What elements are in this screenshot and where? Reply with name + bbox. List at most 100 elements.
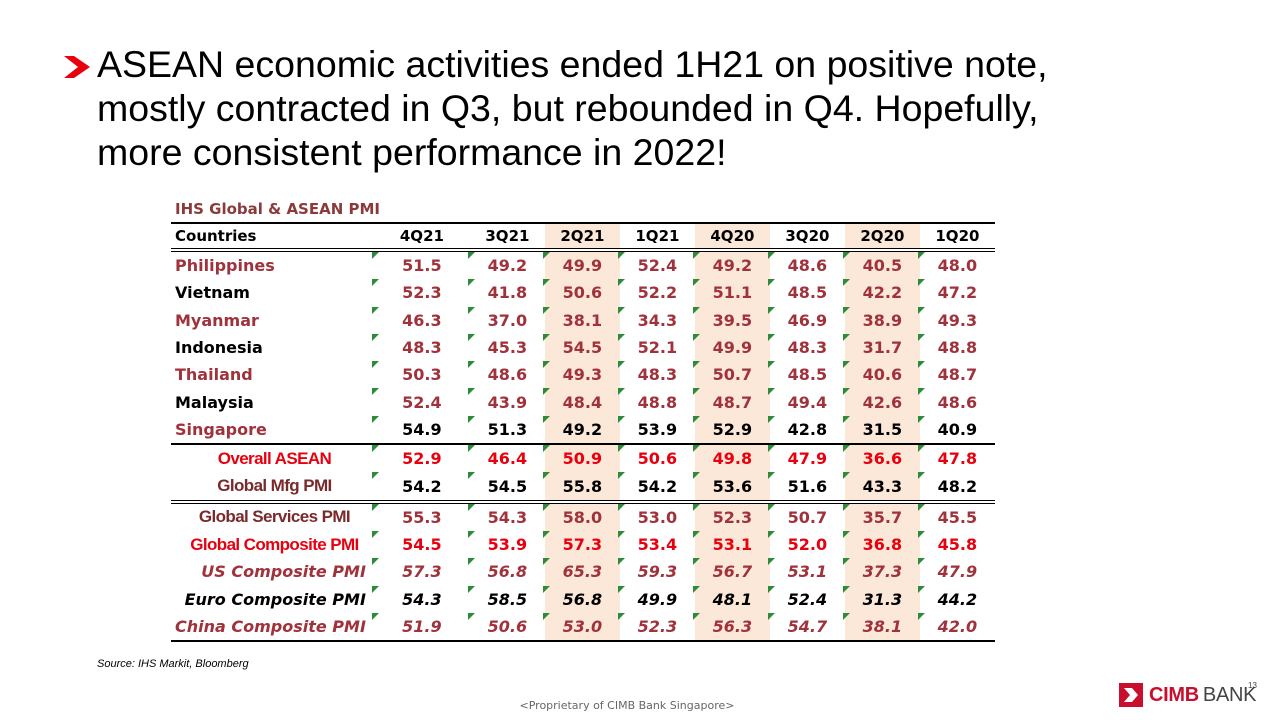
- table-row: Global Services PMI 55.3 54.3 58.0 53.0 52.3 5…: [171, 499, 995, 531]
- cell-value: 46.9: [767, 306, 845, 334]
- cell-indicator-icon: [767, 252, 775, 259]
- cell-indicator-icon: [692, 333, 700, 341]
- row-label: Singapore: [175, 419, 267, 439]
- cell-value-text: 54.2: [637, 476, 678, 496]
- cell-indicator-icon: [767, 306, 775, 314]
- cell-indicator-icon: [467, 558, 475, 566]
- cell-value: 46.3: [371, 306, 470, 334]
- cell-value: 55.3: [371, 499, 470, 531]
- table-row: Global Composite PMI 54.5 53.9 57.3 53.4 53.1…: [171, 530, 995, 559]
- cell-value-text: 43.3: [862, 476, 903, 496]
- cell-indicator-icon: [767, 612, 775, 620]
- cell-indicator-icon: [692, 503, 700, 511]
- cell-value: 35.7: [842, 499, 920, 531]
- cell-indicator-icon: [371, 585, 379, 593]
- cell-value-text: 52.1: [637, 338, 678, 358]
- cell-value-text: 43.9: [487, 392, 528, 412]
- cell-value-text: 56.3: [712, 617, 753, 636]
- cell-value-text: 31.3: [862, 589, 903, 609]
- cell-value: 51.9: [371, 612, 470, 643]
- cell-indicator-icon: [767, 415, 775, 423]
- cell-indicator-icon: [371, 306, 379, 314]
- cell-indicator-icon: [917, 252, 925, 259]
- cell-value: 47.2: [917, 279, 995, 306]
- cell-value-text: 54.7: [787, 617, 828, 636]
- cell-value: 54.2: [617, 472, 695, 501]
- cell-indicator-icon: [842, 445, 850, 453]
- cell-value: 49.9: [692, 333, 770, 362]
- cell-value-text: 51.3: [487, 419, 528, 439]
- cell-value: 54.5: [371, 530, 470, 558]
- cell-value: 49.2: [542, 415, 620, 445]
- cell-value: 41.8: [467, 279, 545, 306]
- cell-indicator-icon: [917, 333, 925, 341]
- cell-value: 48.5: [767, 279, 845, 306]
- cell-value-text: 40.6: [862, 365, 903, 385]
- cell-indicator-icon: [692, 306, 700, 314]
- cell-value: 44.2: [917, 585, 995, 613]
- cell-value: 52.4: [617, 250, 695, 279]
- cell-value: 50.6: [467, 612, 545, 643]
- cell-value: 43.3: [842, 472, 920, 502]
- cell-value-text: 42.2: [862, 283, 903, 303]
- row-label: US Composite PMI: [201, 562, 366, 582]
- cell-value-text: 55.3: [402, 507, 442, 527]
- cell-value-text: 51.1: [712, 283, 753, 303]
- cell-value: 53.1: [767, 558, 845, 585]
- cell-indicator-icon: [542, 445, 550, 453]
- column-header-1q20: 1Q20: [919, 222, 995, 252]
- cell-indicator-icon: [467, 503, 475, 511]
- cell-value-text: 41.8: [487, 283, 528, 303]
- cell-indicator-icon: [842, 415, 850, 423]
- row-label: Thailand: [175, 365, 253, 385]
- cell-indicator-icon: [917, 415, 925, 423]
- cell-indicator-icon: [617, 530, 625, 538]
- cell-value: 50.3: [371, 361, 470, 388]
- cell-value-text: 40.5: [862, 256, 903, 276]
- cell-value-text: 31.7: [862, 338, 903, 358]
- cell-value-text: 49.9: [562, 256, 603, 276]
- column-header-3q20: 3Q20: [769, 222, 845, 252]
- cell-indicator-icon: [467, 388, 475, 396]
- cell-value: 65.3: [542, 558, 620, 586]
- cell-indicator-icon: [467, 530, 475, 538]
- cell-indicator-icon: [917, 472, 925, 480]
- cell-indicator-icon: [917, 388, 925, 396]
- cell-indicator-icon: [692, 415, 700, 423]
- cell-value-text: 65.3: [562, 562, 603, 582]
- cell-indicator-icon: [467, 361, 475, 369]
- cell-value-text: 58.5: [487, 589, 528, 609]
- cell-value-text: 47.8: [937, 449, 978, 469]
- row-label: Global Composite PMI: [190, 534, 359, 554]
- cell-value-text: 52.3: [402, 283, 442, 303]
- cell-value-text: 48.6: [487, 365, 528, 385]
- cell-indicator-icon: [542, 306, 550, 314]
- cell-indicator-icon: [617, 612, 625, 620]
- cell-value: 52.4: [371, 388, 470, 415]
- cell-indicator-icon: [842, 472, 850, 480]
- cell-value-text: 52.2: [637, 283, 678, 303]
- cell-value-text: 47.2: [937, 283, 978, 303]
- cell-value: 58.5: [467, 585, 545, 613]
- cell-value: 47.9: [767, 443, 845, 473]
- cell-indicator-icon: [617, 558, 625, 566]
- cell-value: 51.3: [467, 415, 545, 444]
- cell-value: 53.0: [542, 612, 620, 643]
- cell-value-text: 38.1: [862, 617, 903, 636]
- cell-value-text: 36.6: [862, 449, 903, 469]
- cell-value: 43.9: [467, 388, 545, 415]
- cell-value: 38.1: [842, 612, 920, 643]
- cell-indicator-icon: [917, 361, 925, 369]
- cell-value: 38.9: [842, 306, 920, 334]
- logo-brand-text: CIMB: [1149, 683, 1199, 706]
- cell-value-text: 52.4: [402, 392, 442, 412]
- cell-value-text: 53.9: [637, 419, 678, 439]
- cell-value-text: 57.3: [402, 562, 442, 582]
- column-header-1q21: 1Q21: [619, 222, 695, 252]
- cell-value-text: 42.8: [787, 419, 828, 439]
- cell-indicator-icon: [542, 279, 550, 287]
- cell-value-text: 59.3: [637, 562, 678, 582]
- cell-value: 52.4: [767, 585, 845, 613]
- cell-indicator-icon: [371, 612, 379, 620]
- cell-indicator-icon: [842, 558, 850, 566]
